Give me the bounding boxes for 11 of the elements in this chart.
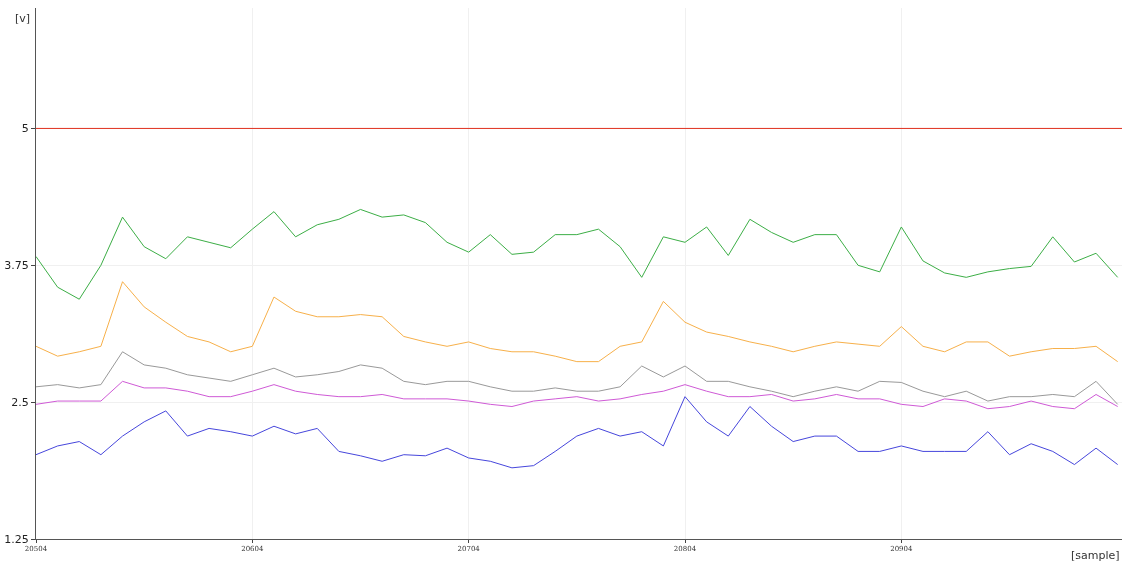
y-tick-label: 2.5: [11, 395, 29, 409]
line-series: [36, 396, 1119, 469]
line-series: [36, 281, 1119, 363]
line-series: [36, 380, 1119, 410]
line-series: [36, 351, 1119, 405]
y-tick-label: 5: [21, 122, 29, 136]
y-tick-label: 1.25: [4, 532, 29, 546]
y-axis-title: [v]: [15, 12, 31, 25]
line-series: [36, 208, 1119, 300]
x-axis-title: [sample]: [1071, 549, 1120, 562]
y-tick-label: 3.75: [4, 259, 29, 273]
